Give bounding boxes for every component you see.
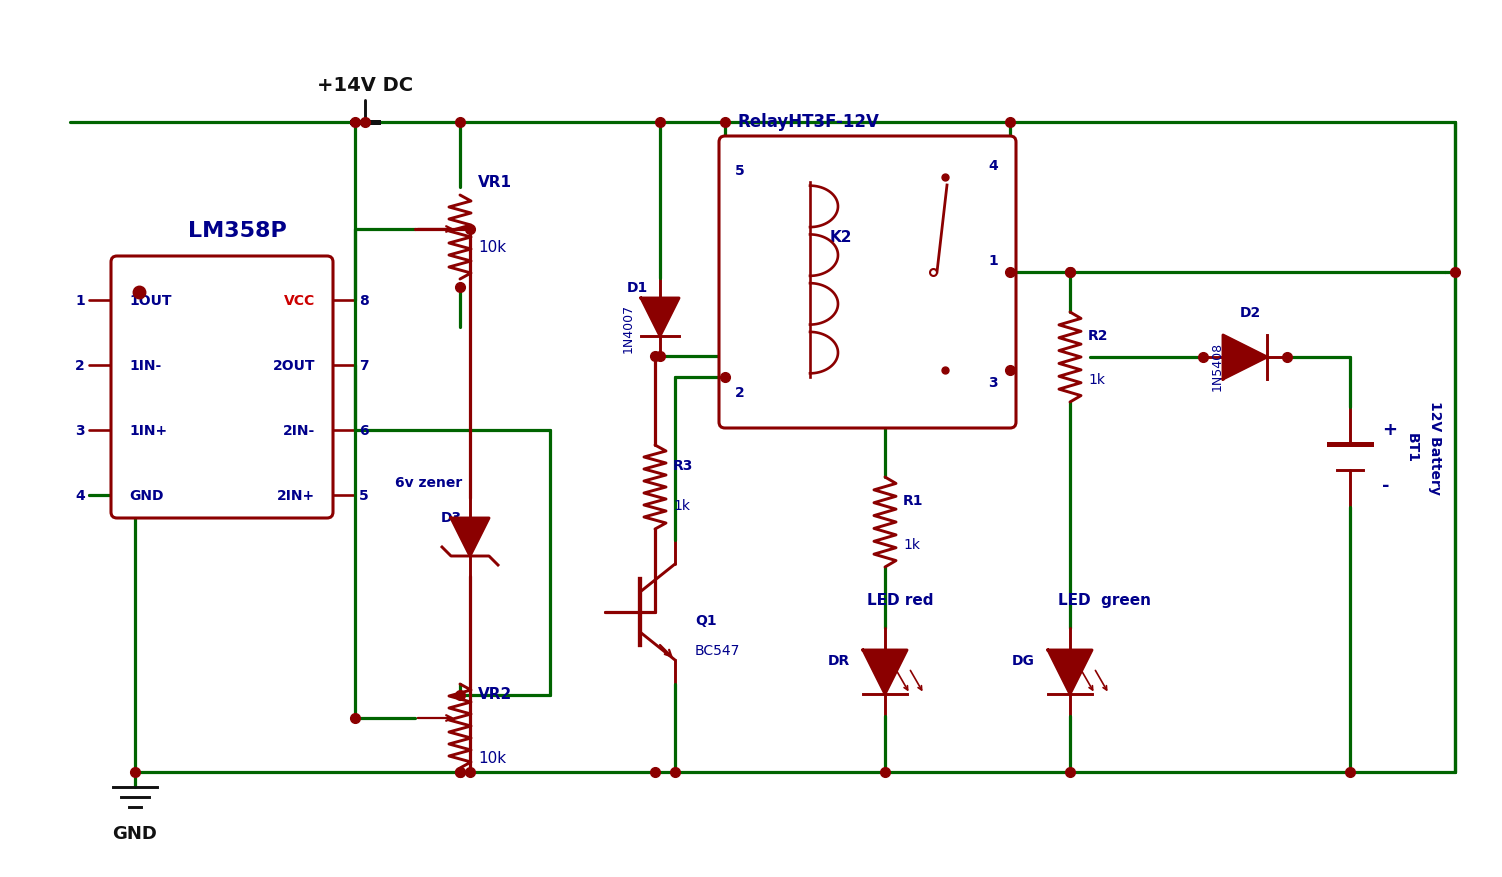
Text: 2: 2 <box>734 386 745 400</box>
Text: D2: D2 <box>1239 306 1260 319</box>
Text: 4: 4 <box>75 488 86 503</box>
Text: 10k: 10k <box>478 240 506 255</box>
Text: 4: 4 <box>988 159 997 173</box>
Polygon shape <box>1048 650 1092 695</box>
FancyBboxPatch shape <box>111 257 333 518</box>
Text: 1N5408: 1N5408 <box>1211 341 1224 390</box>
Text: 5: 5 <box>359 488 369 503</box>
Text: -: - <box>1382 476 1389 495</box>
Text: 10k: 10k <box>478 751 506 766</box>
Text: 5: 5 <box>734 164 745 178</box>
Text: 7: 7 <box>359 359 368 373</box>
Text: +14V DC: +14V DC <box>317 76 413 95</box>
Text: 1IN+: 1IN+ <box>129 424 167 438</box>
Text: R1: R1 <box>903 494 924 508</box>
Text: 1k: 1k <box>1087 373 1105 387</box>
Text: R3: R3 <box>673 459 694 473</box>
Text: 2IN-: 2IN- <box>282 424 315 438</box>
Text: LED red: LED red <box>867 592 933 607</box>
Text: +: + <box>1382 420 1397 438</box>
Text: 1: 1 <box>75 294 86 308</box>
Text: BC547: BC547 <box>695 643 740 657</box>
Text: 2OUT: 2OUT <box>272 359 315 373</box>
Text: VR2: VR2 <box>478 687 512 702</box>
Text: 8: 8 <box>359 294 369 308</box>
Polygon shape <box>864 650 907 695</box>
Text: 1N4007: 1N4007 <box>622 303 634 353</box>
Text: 6: 6 <box>359 424 368 438</box>
Text: 1IN-: 1IN- <box>129 359 161 373</box>
Polygon shape <box>451 518 490 556</box>
Text: 1k: 1k <box>903 538 921 552</box>
Text: BT1: BT1 <box>1404 432 1419 462</box>
Text: GND: GND <box>113 824 158 842</box>
Polygon shape <box>641 299 679 337</box>
Text: RelayHT3F-12V: RelayHT3F-12V <box>737 113 879 131</box>
Text: GND: GND <box>129 488 164 503</box>
FancyBboxPatch shape <box>719 137 1015 429</box>
Text: 1: 1 <box>988 253 997 267</box>
Text: VR1: VR1 <box>478 175 512 190</box>
Text: DR: DR <box>828 653 850 667</box>
Text: LED  green: LED green <box>1059 592 1152 607</box>
Text: D3: D3 <box>442 510 463 524</box>
Polygon shape <box>1223 336 1268 380</box>
Text: VCC: VCC <box>284 294 315 308</box>
Text: R2: R2 <box>1087 329 1108 343</box>
Text: 12V Battery: 12V Battery <box>1428 401 1442 495</box>
Text: 2: 2 <box>75 359 86 373</box>
Text: 2IN+: 2IN+ <box>276 488 315 503</box>
Text: Q1: Q1 <box>695 613 716 627</box>
Text: DG: DG <box>1012 653 1035 667</box>
Text: 3: 3 <box>75 424 86 438</box>
Text: D1: D1 <box>626 281 647 295</box>
Text: LM358P: LM358P <box>188 221 287 240</box>
Text: 6v zener: 6v zener <box>395 475 463 489</box>
Text: 1OUT: 1OUT <box>129 294 171 308</box>
Text: 3: 3 <box>988 375 997 389</box>
Text: 1k: 1k <box>673 498 689 512</box>
Text: K2: K2 <box>831 231 853 246</box>
